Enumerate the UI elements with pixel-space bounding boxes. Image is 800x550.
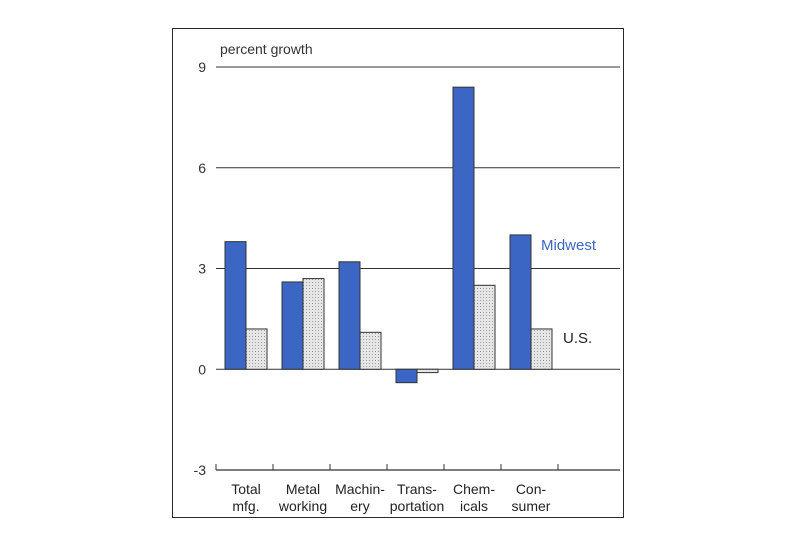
bar-us-1	[302, 278, 325, 370]
bar-us-5	[530, 328, 553, 370]
y-tick-label: 6	[198, 160, 206, 176]
axes	[215, 464, 620, 471]
bar-midwest-1	[281, 281, 304, 370]
x-category-label: Trans-	[397, 481, 437, 497]
series-label-midwest: Midwest	[541, 237, 597, 254]
x-category-label: working	[278, 498, 327, 514]
bar-us-0	[245, 328, 268, 370]
x-category-label: Total	[231, 481, 261, 497]
y-tick-label: 9	[198, 59, 206, 75]
x-category-label: icals	[460, 498, 488, 514]
bar-midwest-0	[224, 241, 247, 370]
x-category-label: portation	[390, 498, 444, 514]
x-category-label: Chem-	[453, 481, 495, 497]
x-category-label: ery	[350, 498, 369, 514]
x-category-label: sumer	[512, 498, 551, 514]
x-category-label: Metal	[286, 481, 320, 497]
y-axis-label: percent growth	[220, 41, 313, 57]
x-category-label: mfg.	[232, 498, 259, 514]
bar-midwest-5	[509, 234, 532, 370]
bar-midwest-2	[338, 261, 361, 370]
series-label-us: U.S.	[563, 330, 592, 347]
bar-midwest-3	[395, 368, 418, 384]
x-category-label: Machin-	[335, 481, 385, 497]
bar-us-4	[473, 284, 496, 370]
grid-lines	[216, 66, 620, 370]
y-tick-label: -3	[194, 462, 207, 478]
bar-us-2	[359, 331, 382, 370]
chart-frame	[172, 28, 624, 518]
x-category-label: Con-	[516, 481, 547, 497]
y-tick-label: 0	[198, 361, 206, 377]
bars	[224, 86, 553, 384]
bar-us-3	[416, 368, 439, 374]
y-tick-label: 3	[198, 261, 206, 277]
bar-midwest-4	[452, 86, 475, 370]
